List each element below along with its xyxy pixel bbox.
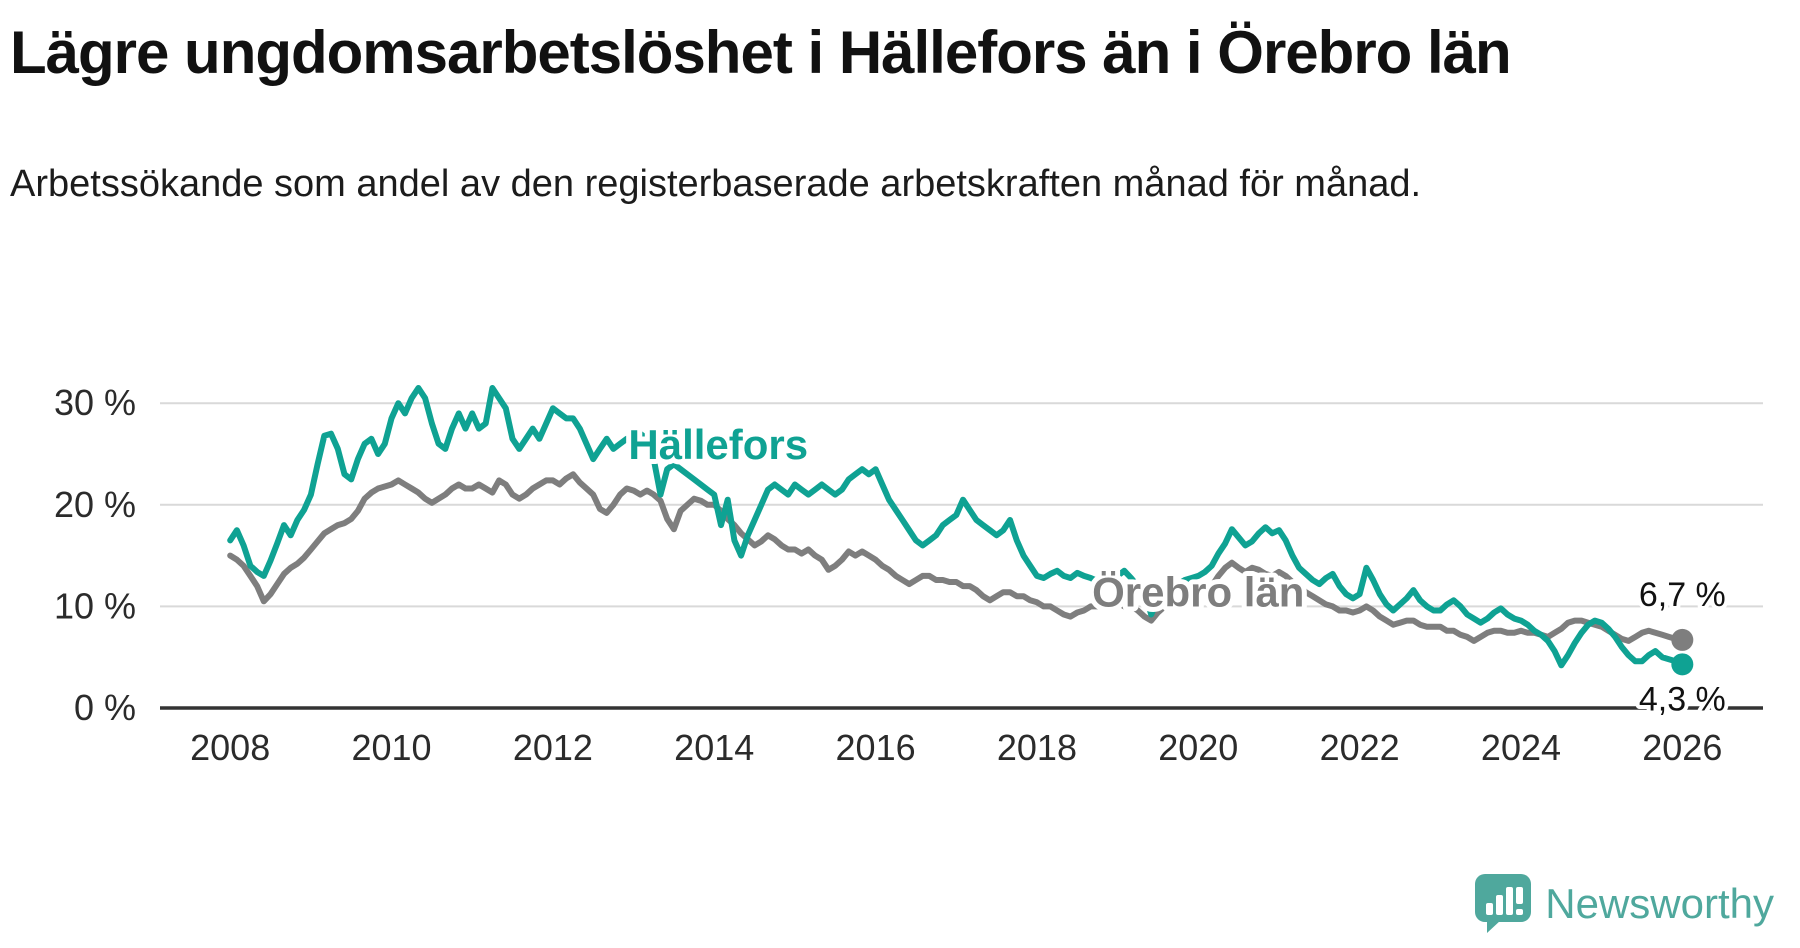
x-tick-label: 2014 — [674, 727, 754, 768]
x-tick-label: 2016 — [836, 727, 916, 768]
newsworthy-logo-text: Newsworthy — [1545, 880, 1774, 927]
x-tick-label: 2008 — [190, 727, 270, 768]
series-label-hallefors: Hällefors — [628, 421, 808, 468]
x-tick-label: 2024 — [1481, 727, 1561, 768]
end-value-label-hallefors: 4,3 % — [1639, 680, 1726, 718]
x-tick-label: 2018 — [997, 727, 1077, 768]
end-dot-orebro-lan — [1671, 628, 1694, 651]
x-tick-label: 2026 — [1642, 727, 1722, 768]
y-tick-label: 30 % — [54, 382, 136, 423]
newsworthy-bar-chart-icon — [1475, 874, 1532, 933]
end-value-label-orebro-lan: 6,7 % — [1639, 576, 1726, 614]
end-dot-hallefors — [1671, 653, 1694, 676]
page-subtitle: Arbetssökande som andel av den registerb… — [10, 163, 1422, 205]
series-line-orebro-lan — [227, 471, 1686, 644]
y-tick-label: 0 % — [74, 687, 136, 728]
x-tick-label: 2010 — [351, 727, 431, 768]
x-tick-label: 2012 — [513, 727, 593, 768]
x-tick-label: 2022 — [1320, 727, 1400, 768]
page-title: Lägre ungdomsarbetslöshet i Hällefors än… — [10, 19, 1512, 86]
x-tick-label: 2020 — [1158, 727, 1238, 768]
series-label-orebro-lan: Örebro län — [1092, 568, 1304, 615]
series-line-hallefors — [227, 385, 1686, 669]
newsworthy-logo: Newsworthy — [1475, 874, 1774, 934]
y-tick-label: 10 % — [54, 585, 136, 626]
y-tick-label: 20 % — [54, 484, 136, 525]
